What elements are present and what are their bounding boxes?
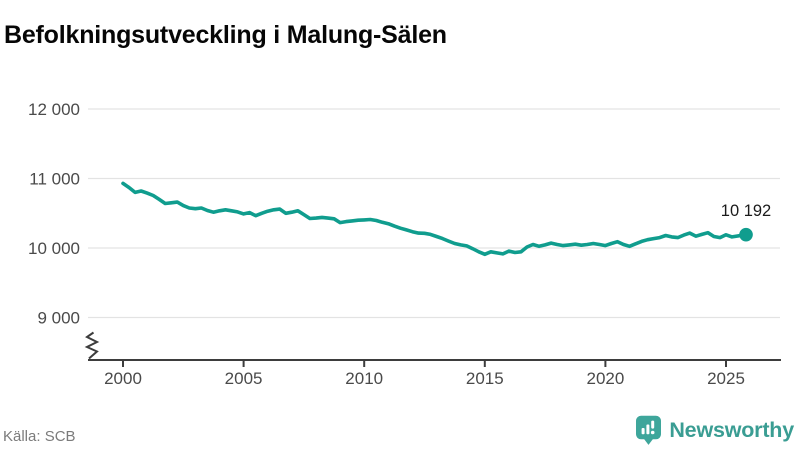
x-axis-tick-label: 2015 xyxy=(466,369,504,388)
x-axis-tick-label: 2020 xyxy=(586,369,624,388)
y-axis-tick-label: 9 000 xyxy=(37,309,80,328)
page-title: Befolkningsutveckling i Malung-Sälen xyxy=(4,20,447,49)
x-axis-tick-label: 2010 xyxy=(345,369,383,388)
y-axis-tick-label: 11 000 xyxy=(29,170,80,189)
logo-exclamation-line xyxy=(651,420,655,429)
newsworthy-brand: Newsworthy xyxy=(635,414,794,447)
data-point-marker xyxy=(739,227,753,242)
population-series-line xyxy=(121,181,748,257)
source-caption: Källa: SCB xyxy=(3,428,76,445)
y-axis-tick-label: 12 000 xyxy=(28,100,80,119)
logo-bar-tall xyxy=(646,424,650,435)
x-axis-tick-label: 2005 xyxy=(225,369,263,388)
x-axis-tick-label: 2025 xyxy=(707,369,745,388)
brand-wordmark: Newsworthy xyxy=(669,418,794,442)
x-axis-tick-label: 2000 xyxy=(104,369,142,388)
y-axis-tick-label: 10 000 xyxy=(28,239,80,258)
last-value-label: 10 192 xyxy=(720,202,772,220)
axis-break-icon xyxy=(84,331,100,360)
newsworthy-logo-icon xyxy=(636,415,662,445)
logo-exclamation-dot xyxy=(651,430,655,435)
logo-bar-small xyxy=(641,428,645,435)
